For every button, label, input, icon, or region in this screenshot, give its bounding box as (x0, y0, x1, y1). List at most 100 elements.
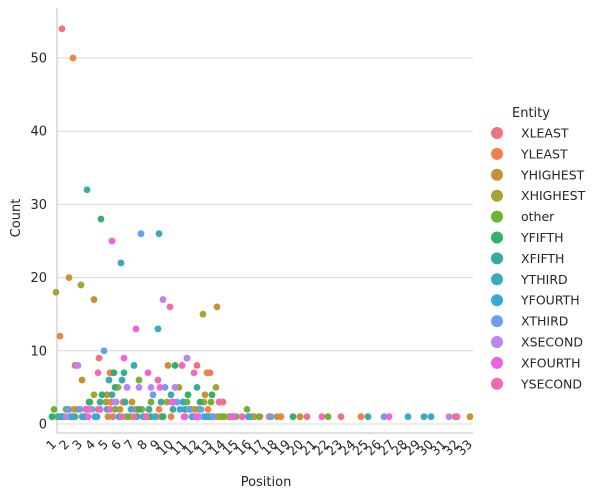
data-point (385, 413, 393, 421)
legend: Entity XLEAST YLEAST YHIGHEST XHIGHEST other… (491, 106, 586, 391)
gridlines (57, 57, 473, 425)
data-point (128, 398, 136, 406)
data-point (201, 391, 209, 399)
data-point (337, 413, 345, 421)
data-point (380, 413, 388, 421)
data-point (52, 288, 60, 296)
data-point (97, 215, 105, 223)
data-point (176, 405, 184, 413)
legend-label: XFOURTH (521, 355, 581, 370)
y-tick-label: 20 (30, 271, 47, 286)
data-point (212, 384, 220, 391)
data-point (90, 391, 98, 399)
legend-label: XFIFTH (521, 251, 564, 266)
data-point (243, 405, 251, 413)
data-point (163, 398, 171, 406)
y-tick-label: 40 (30, 125, 47, 140)
data-point (155, 230, 163, 238)
x-tick-label: 6 (108, 436, 124, 452)
data-point (154, 325, 162, 333)
data-point (203, 369, 211, 377)
data-point (420, 413, 428, 421)
data-point (117, 259, 125, 267)
data-point (77, 281, 85, 289)
data-point (135, 376, 143, 384)
data-point (121, 398, 129, 406)
x-tick-label: 1 (43, 437, 59, 453)
data-point (192, 413, 200, 421)
data-point (193, 362, 201, 369)
data-point (245, 413, 253, 421)
data-point (164, 362, 172, 369)
data-point (111, 405, 119, 413)
data-point (116, 405, 124, 413)
data-point (104, 413, 112, 421)
data-point (215, 398, 223, 406)
data-point (364, 413, 372, 421)
data-point (58, 25, 66, 33)
data-point (155, 405, 163, 413)
data-point (173, 398, 181, 406)
data-point (267, 413, 275, 421)
data-point (209, 413, 217, 421)
data-point (102, 398, 110, 406)
legend-label: YFIFTH (520, 230, 564, 245)
y-tick-labels: 0 10 20 30 40 50 (30, 52, 47, 433)
data-point (96, 405, 104, 413)
data-point (255, 413, 263, 421)
legend-label: YTHIRD (520, 272, 568, 287)
legend-label: YLEAST (520, 146, 568, 161)
data-point (130, 362, 138, 369)
data-point (404, 413, 412, 421)
legend-marker (491, 189, 503, 202)
legend-label: XTHIRD (521, 314, 568, 329)
x-tick-label: 3 (69, 437, 85, 453)
data-point (357, 413, 365, 421)
data-point (85, 398, 93, 406)
data-point (213, 303, 221, 311)
data-point (466, 413, 474, 421)
legend-marker (491, 147, 503, 160)
data-point (118, 413, 126, 421)
data-point (149, 391, 157, 399)
x-tick-labels: 1234567891011121314151617181920212223242… (43, 436, 475, 458)
data-point (108, 237, 116, 245)
legend-marker (491, 273, 503, 286)
legend-marker (491, 127, 503, 139)
legend-marker (491, 336, 503, 348)
data-point (55, 413, 63, 421)
data-point (427, 413, 435, 421)
data-point (161, 384, 169, 391)
data-point (180, 413, 188, 421)
y-axis-label: Count (9, 199, 24, 238)
data-point (204, 405, 212, 413)
data-point (208, 391, 216, 399)
data-point (95, 354, 103, 362)
data-point (219, 413, 227, 421)
data-point (190, 369, 198, 377)
legend-label: XSECOND (521, 335, 583, 350)
data-point (82, 405, 90, 413)
data-point (318, 413, 326, 421)
data-point (142, 413, 150, 421)
legend-label: YSECOND (520, 376, 582, 391)
data-point (228, 413, 236, 421)
data-point (118, 376, 126, 384)
data-point (179, 398, 187, 406)
data-point (67, 413, 75, 421)
data-point (178, 362, 186, 369)
legend-label: YFOURTH (520, 293, 580, 308)
data-point (91, 413, 99, 421)
legend-label: other (521, 209, 555, 224)
data-point (169, 405, 177, 413)
legend-marker (491, 252, 503, 265)
data-point (65, 274, 73, 281)
data-point (193, 384, 201, 391)
data-point (199, 310, 207, 318)
data-point (147, 398, 155, 406)
data-point (183, 354, 191, 362)
data-point (79, 413, 87, 421)
data-point (289, 413, 297, 421)
data-point (111, 398, 119, 406)
